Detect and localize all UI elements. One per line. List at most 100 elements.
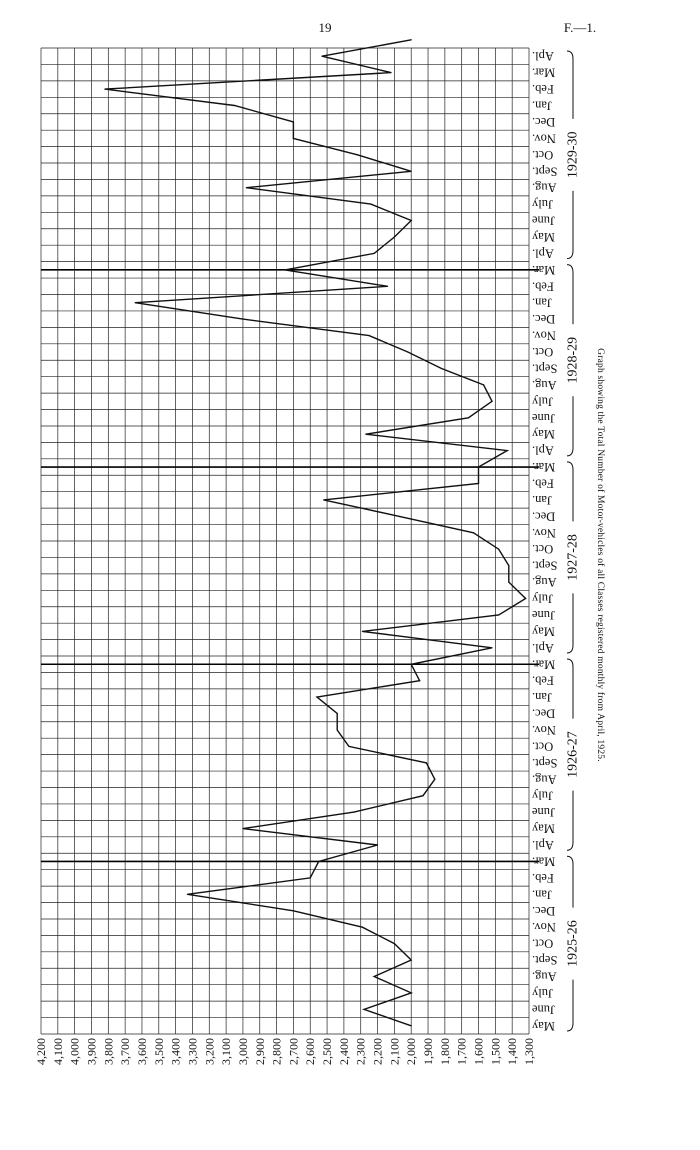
data-point: [440, 367, 443, 370]
month-label: Aug.: [532, 378, 557, 392]
data-point: [365, 433, 367, 435]
data-point: [422, 795, 424, 797]
data-point: [245, 187, 247, 189]
value-tick-label: 2,700: [286, 1038, 300, 1065]
data-point: [292, 121, 294, 123]
month-label: June: [532, 805, 555, 819]
month-label: June: [532, 1002, 555, 1016]
data-point: [318, 860, 320, 863]
data-point: [316, 696, 318, 698]
data-point: [134, 302, 136, 304]
month-label: Dec.: [532, 904, 555, 918]
registrations-series-line: [104, 39, 527, 1027]
data-point: [393, 943, 395, 945]
month-label: Sept.: [532, 756, 557, 770]
month-label: Dec.: [532, 312, 555, 326]
data-point: [186, 893, 188, 895]
month-label: Nov.: [532, 723, 556, 737]
data-point: [491, 400, 493, 402]
data-point: [407, 351, 409, 353]
month-label: July: [531, 592, 553, 606]
fiscal-year-label: 1926-27: [566, 731, 581, 778]
month-label: Dec.: [532, 115, 555, 129]
month-label: Apl.: [532, 246, 554, 260]
data-point: [410, 959, 412, 961]
month-label: Sept.: [532, 362, 557, 376]
value-tick-label: 3,000: [236, 1038, 250, 1065]
value-tick-label: 2,500: [320, 1038, 334, 1065]
data-point: [508, 581, 510, 583]
value-tick-label: 1,800: [438, 1038, 452, 1065]
fiscal-year-label: 1925-26: [566, 920, 581, 967]
month-label: Feb.: [532, 82, 554, 96]
month-label: Jan.: [532, 493, 552, 507]
data-point: [483, 384, 485, 386]
value-tick-label: 3,200: [202, 1038, 216, 1065]
month-label: Aug.: [532, 970, 557, 984]
month-label: Mar.: [532, 66, 555, 80]
month-label: Oct.: [532, 937, 553, 951]
value-tick-label: 1,300: [522, 1038, 536, 1065]
data-point: [498, 548, 500, 550]
value-tick-label: 4,100: [51, 1038, 65, 1065]
data-point: [410, 39, 412, 41]
month-label: Feb.: [532, 477, 554, 491]
chart-grid: [40, 47, 539, 1035]
month-label: Dec.: [532, 707, 555, 721]
year-brace: [566, 50, 574, 260]
data-point: [508, 565, 510, 567]
value-tick-label: 4,000: [68, 1038, 82, 1065]
month-label: Apl.: [532, 444, 554, 458]
value-tick-label: 1,400: [505, 1038, 519, 1065]
value-tick-label: 3,300: [185, 1038, 199, 1065]
value-tick-label: 1,700: [455, 1038, 469, 1065]
month-label: Dec.: [532, 509, 555, 523]
month-label: Aug.: [532, 575, 557, 589]
month-label: Mar.: [532, 460, 555, 474]
data-point: [472, 532, 475, 534]
data-point: [292, 910, 294, 912]
value-tick-label: 2,800: [270, 1038, 284, 1065]
month-label: Feb.: [532, 871, 554, 885]
month-label: May: [531, 1019, 555, 1033]
page-number: 19: [318, 20, 332, 35]
month-label: Aug.: [532, 772, 557, 786]
year-brace: [566, 855, 574, 1032]
data-point: [292, 137, 294, 139]
value-tick-label: 4,200: [34, 1038, 48, 1065]
month-label: Nov.: [532, 920, 556, 934]
value-tick-label: 2,600: [303, 1038, 317, 1065]
year-brace: [566, 461, 574, 654]
month-label: Jan.: [532, 99, 552, 113]
month-label: Sept.: [532, 559, 557, 573]
data-point: [477, 466, 480, 468]
month-label: Feb.: [532, 674, 554, 688]
month-label: May: [531, 230, 555, 244]
month-label: June: [532, 214, 555, 228]
month-label: Aug.: [532, 181, 557, 195]
data-point: [377, 844, 379, 846]
data-point: [398, 515, 400, 518]
data-point: [370, 203, 372, 205]
data-point: [323, 499, 325, 501]
month-label: Jan.: [532, 887, 552, 901]
data-point: [361, 926, 363, 928]
month-label: Feb.: [532, 279, 554, 293]
data-point: [353, 811, 355, 813]
value-tick-label: 2,200: [371, 1038, 385, 1065]
value-tick-label: 1,900: [421, 1038, 435, 1065]
value-tick-label: 3,800: [101, 1038, 115, 1065]
data-point: [242, 828, 244, 830]
data-point: [336, 712, 338, 715]
month-label: May: [531, 822, 555, 836]
month-label: Oct.: [532, 542, 553, 556]
month-label: Nov.: [532, 526, 556, 540]
data-point: [477, 482, 480, 485]
fiscal-year-label: 1929-30: [566, 131, 581, 178]
data-point: [387, 285, 389, 287]
data-point: [284, 269, 286, 271]
page-reference: F.—1.: [563, 20, 597, 35]
data-point: [434, 778, 436, 780]
month-label: July: [531, 789, 553, 803]
month-label: Oct.: [532, 148, 553, 162]
